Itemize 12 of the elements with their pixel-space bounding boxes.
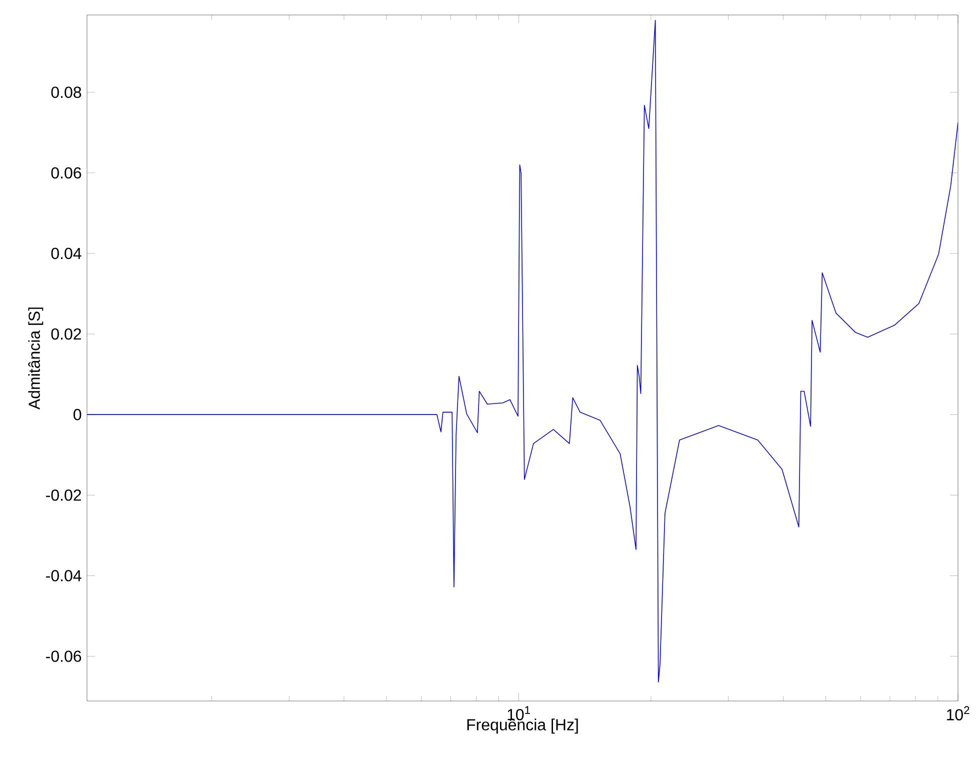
y-tick-label: 0 bbox=[74, 408, 82, 420]
x-tick-label: 10$^{2}$ bbox=[946, 706, 970, 720]
y-tick-label: 0.02 bbox=[51, 328, 81, 340]
y-tick-label: 0.08 bbox=[51, 86, 82, 98]
y-tick-label: -0.02 bbox=[46, 489, 81, 501]
y-tick-label: 0.06 bbox=[51, 167, 82, 179]
x-axis-title: Frequência [Hz] bbox=[467, 718, 578, 734]
y-axis-title: Admitância [S] bbox=[28, 308, 44, 410]
y-tick-label: 0.04 bbox=[51, 248, 82, 260]
y-tick-label: -0.04 bbox=[46, 570, 82, 582]
y-tick-label: -0.06 bbox=[46, 650, 82, 662]
x-tick-label: 10$^{1}$ bbox=[508, 706, 530, 720]
